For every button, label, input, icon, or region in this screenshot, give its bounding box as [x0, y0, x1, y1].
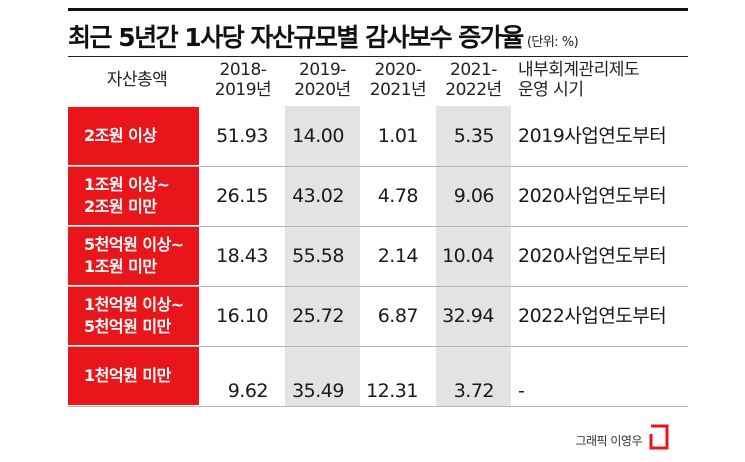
- row-label-500b-1tr: 5천억원 이상~ 1조원 미만: [68, 227, 199, 285]
- cell-value: 26.15: [216, 185, 268, 207]
- cell-value: 4.78: [377, 185, 419, 207]
- cell-value: 10.04: [442, 245, 494, 267]
- row-divider: [68, 346, 688, 347]
- header-2020-2021: 2020- 2021년: [369, 60, 427, 100]
- cell-value: 2.14: [377, 245, 419, 267]
- column-stripe-2019-2020: [285, 106, 360, 406]
- header-asset-total: 자산총액: [106, 70, 168, 90]
- graphic-credit: 그래픽 이영우: [575, 434, 642, 448]
- header-2018-2019: 2018- 2019년: [214, 60, 272, 100]
- row-divider: [68, 226, 688, 227]
- cell-value: 3.72: [453, 380, 495, 402]
- header-2019-2020: 2019- 2020년: [294, 60, 351, 100]
- cell-value: 9.06: [453, 185, 495, 207]
- cell-value: 9.62: [227, 380, 269, 402]
- row-label-2tr-over: 2조원 이상: [68, 107, 199, 165]
- cell-value: 12.31: [366, 380, 418, 402]
- cell-value: 1.01: [377, 125, 419, 147]
- cell-value: 5.35: [453, 125, 495, 147]
- title-row: 최근 5년간 1사당 자산규모별 감사보수 증가율 (단위: %): [68, 18, 579, 54]
- unit-note: (단위: %): [526, 35, 579, 50]
- cell-value: 6.87: [377, 305, 419, 327]
- row-label-1tr-2tr: 1조원 이상~ 2조원 미만: [68, 167, 199, 225]
- top-rule: [68, 8, 688, 11]
- cell-note: 2019사업연도부터: [518, 125, 667, 147]
- header-internal-control: 내부회계관리제도 운영 시기: [518, 60, 640, 100]
- cell-value: 55.58: [292, 245, 344, 267]
- cell-value: 43.02: [292, 185, 344, 207]
- cell-note: 2020사업연도부터: [518, 185, 667, 207]
- column-stripe-2021-2022: [436, 106, 511, 406]
- cell-note: 2022사업연도부터: [518, 305, 667, 327]
- page-title: 최근 5년간 1사당 자산규모별 감사보수 증가율: [68, 23, 524, 52]
- cell-value: 18.43: [216, 245, 268, 267]
- cell-value: 25.72: [292, 305, 344, 327]
- row-divider: [68, 166, 688, 167]
- row-divider: [68, 286, 688, 287]
- cell-value: 14.00: [292, 125, 344, 147]
- row-label-100b-500b: 1천억원 이상~ 5천억원 미만: [68, 287, 199, 345]
- cell-value: 16.10: [216, 305, 268, 327]
- title-rule: [68, 56, 688, 57]
- header-2021-2022: 2021- 2022년: [445, 60, 502, 100]
- cell-note: 2020사업연도부터: [518, 245, 667, 267]
- row-divider: [68, 406, 688, 407]
- cell-note: -: [518, 380, 525, 402]
- cell-value: 32.94: [442, 305, 494, 327]
- cell-value: 35.49: [292, 380, 344, 402]
- cell-value: 51.93: [216, 125, 268, 147]
- red-bracket-logo-icon: [649, 424, 669, 450]
- row-label-under-100b: 1천억원 미만: [68, 347, 199, 405]
